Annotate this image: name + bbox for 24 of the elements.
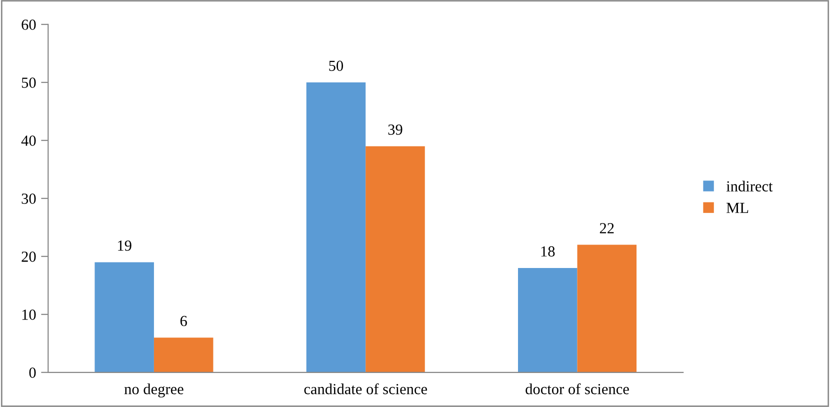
data-label: 18: [541, 246, 555, 257]
y-tick-label: 20: [22, 252, 36, 262]
legend-label: ML: [726, 202, 748, 213]
bar: [94, 262, 154, 372]
data-label: 50: [329, 60, 344, 71]
legend-label: indirect: [726, 180, 773, 192]
x-tick-label: no degree: [124, 384, 184, 398]
y-tick-label: 50: [22, 78, 36, 88]
bar: [306, 82, 366, 372]
bar: [366, 146, 425, 372]
data-label: 19: [118, 240, 132, 251]
y-tick-label: 40: [21, 136, 36, 146]
bar: [518, 268, 578, 372]
bar: [577, 244, 637, 372]
y-tick-label: 60: [22, 20, 36, 30]
data-label: 39: [388, 124, 402, 135]
bar: [154, 338, 214, 372]
data-label: 6: [180, 316, 187, 326]
x-tick-label: candidate of science: [304, 383, 428, 394]
data-label: 22: [600, 223, 614, 234]
y-tick-label: 10: [22, 310, 36, 320]
y-tick-label: 30: [22, 194, 36, 204]
x-tick-label: doctor of science: [526, 383, 629, 394]
y-tick-label: 0: [29, 368, 36, 378]
